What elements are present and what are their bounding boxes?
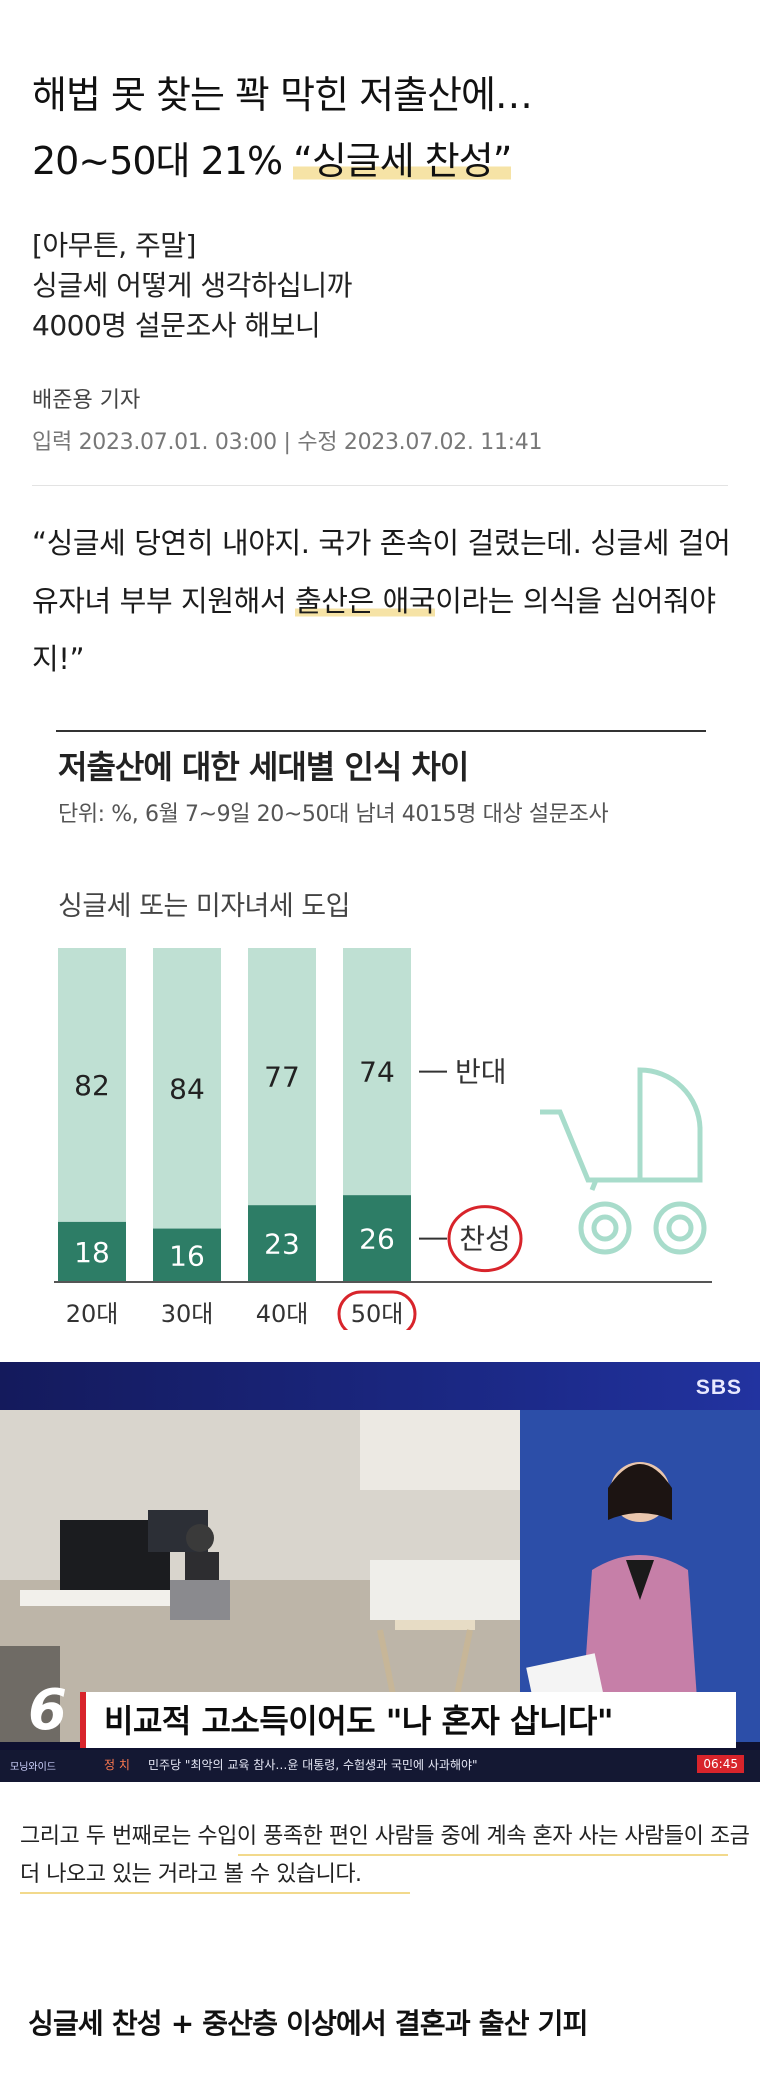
caption-underline (238, 1854, 728, 1856)
caption-text: 그리고 두 번째로는 수입이 풍족한 편인 사람들 중에 계속 혼자 사는 사람… (20, 1824, 750, 1887)
bar-favor (58, 1221, 126, 1282)
chart-title: 저출산에 대한 세대별 인식 차이 (58, 748, 469, 786)
ticker-text: 민주당 "최악의 교육 참사…윤 대통령, 수험생과 국민에 사과해야" (148, 1758, 478, 1772)
subheadline: [아무튼, 주말] 싱글세 어떻게 생각하십니까 4000명 설문조사 해보니 (32, 226, 352, 346)
quote-part2: 이라는 의식을 심어줘야지!” (32, 584, 716, 676)
subheadline-line: 싱글세 어떻게 생각하십니까 (32, 269, 352, 302)
data-label-against: 77 (264, 1061, 300, 1094)
program-name: 모닝와이드 (10, 1762, 56, 1773)
bar-favor (343, 1195, 411, 1282)
quote-part1: “싱글세 당연히 내야지. 국가 존속이 걸렸는데. 싱글세 걸어 유자녀 부부… (32, 526, 731, 618)
broadcast-time: 06:45 (697, 1755, 744, 1773)
subheadline-line: [아무튼, 주말] (32, 229, 196, 262)
lower-third-bar (80, 1692, 736, 1748)
quote-paragraph: “싱글세 당연히 내야지. 국가 존속이 걸렸는데. 싱글세 걸어 유자녀 부부… (32, 514, 732, 688)
sbs-logo: SBS (695, 1376, 742, 1399)
legend-label-favor: 찬성 (459, 1223, 511, 1256)
data-label-favor: 26 (359, 1223, 395, 1256)
lower-third-text: 비교적 고소득이어도 "나 혼자 삽니다" (104, 1702, 614, 1740)
highlight-circle-favor (447, 1205, 523, 1273)
data-label-against: 74 (359, 1056, 395, 1089)
legend-label-against: 반대 (455, 1056, 507, 1089)
headline-line2: 20~50대 21% “싱글세 찬성” (32, 128, 732, 194)
news-ticker (0, 1750, 760, 1782)
chart-top-rule (56, 730, 706, 732)
chart-unit: 단위: %, 6월 7~9일 20~50대 남녀 4015명 대상 설문조사 (58, 802, 609, 827)
bar-favor (153, 1228, 221, 1282)
article-headline: 해법 못 찾는 꽉 막힌 저출산에… 20~50대 21% “싱글세 찬성” (32, 62, 732, 194)
stroller-icon (540, 1067, 707, 1255)
x-tick-label: 20대 (66, 1300, 119, 1328)
data-label-favor: 16 (169, 1239, 205, 1272)
broadcast-top-bar (0, 1362, 760, 1410)
headline-highlight: “싱글세 찬성” (293, 139, 512, 183)
bar-favor (248, 1205, 316, 1282)
quote-highlight: 출산은 애국 (294, 584, 436, 618)
divider (32, 485, 728, 486)
dateline: 입력 2023.07.01. 03:00 | 수정 2023.07.02. 11… (32, 430, 543, 455)
data-label-against: 84 (169, 1072, 205, 1105)
room-footage (0, 1410, 520, 1742)
x-tick-label: 50대 (351, 1300, 404, 1328)
subheadline-line: 4000명 설문조사 해보니 (32, 309, 321, 342)
x-tick-label: 40대 (256, 1300, 309, 1328)
data-label-against: 82 (74, 1069, 110, 1102)
caption-underline (20, 1892, 410, 1894)
ticker-label: 정 치 (104, 1758, 130, 1772)
bar-against (248, 948, 316, 1206)
summary-line: 싱글세 찬성 + 중산층 이상에서 결혼과 출산 기피 (28, 2007, 588, 2040)
x-tick-label: 30대 (161, 1300, 214, 1328)
reporter-byline[interactable]: 배준용 기자 (32, 388, 141, 413)
data-label-favor: 18 (74, 1236, 110, 1269)
chart-subtitle: 싱글세 또는 미자녀세 도입 (58, 891, 351, 922)
program-number: 6 (28, 1678, 67, 1743)
bar-against (153, 948, 221, 1229)
headline-line2-prefix: 20~50대 21% (32, 139, 294, 183)
headline-line1: 해법 못 찾는 꽉 막힌 저출산에… (32, 73, 533, 117)
bar-against (58, 948, 126, 1222)
bar-against (343, 948, 411, 1196)
data-label-favor: 23 (264, 1228, 300, 1261)
news-screenshot: SBS 6 비교적 고소득이어도 "나 혼자 삽니다" (0, 1362, 760, 1782)
room-scene (0, 1410, 520, 1742)
highlight-circle-category (337, 1290, 417, 1330)
